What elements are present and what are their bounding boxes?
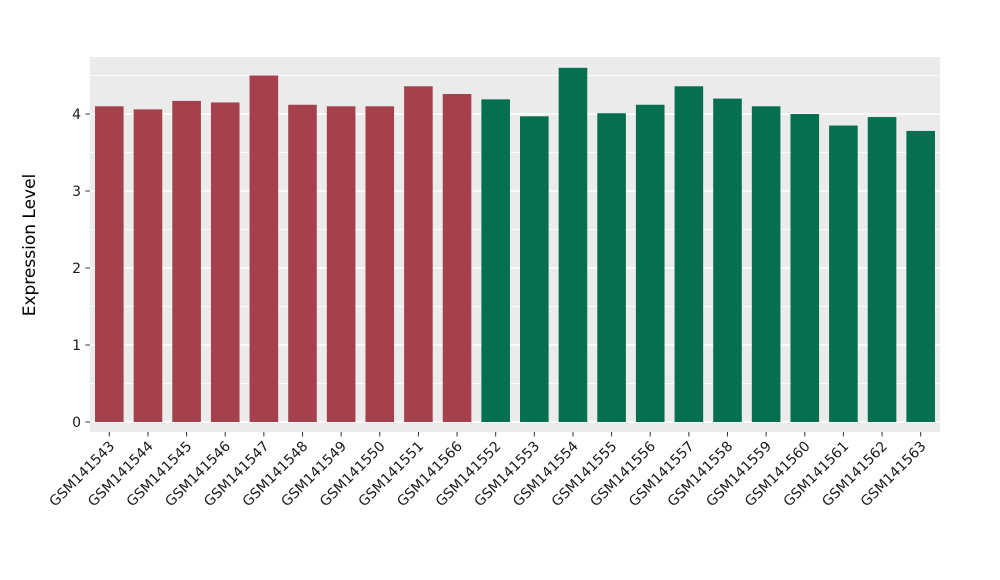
bar-GSM141550 [365, 106, 395, 423]
bar-GSM141566 [442, 93, 472, 422]
bar-GSM141545 [172, 100, 201, 422]
bar-GSM141543 [95, 106, 124, 423]
bar-GSM141557 [674, 86, 704, 422]
y-tick-label: 0 [72, 415, 81, 431]
bar-GSM141551 [404, 86, 433, 422]
y-tick-label: 1 [72, 338, 81, 354]
bar-GSM141562 [867, 117, 897, 422]
y-tick-label: 4 [72, 107, 81, 123]
bar-GSM141552 [481, 99, 510, 423]
x-tick-label: GSM141543 [47, 439, 119, 511]
bar-GSM141546 [210, 102, 240, 422]
bar-GSM141544 [133, 109, 163, 422]
bar-GSM141554 [558, 67, 588, 423]
y-tick-label: 3 [72, 184, 81, 200]
bar-GSM141561 [829, 125, 858, 423]
bar-GSM141547 [249, 75, 279, 422]
bar-GSM141549 [326, 106, 356, 423]
y-axis-title: Expression Level [20, 173, 40, 317]
bar-GSM141563 [906, 130, 935, 422]
bar-GSM141558 [713, 98, 742, 422]
bar-GSM141559 [751, 106, 781, 423]
y-tick-label: 2 [72, 261, 81, 277]
bar-GSM141548 [288, 104, 317, 422]
bar-GSM141556 [635, 104, 665, 422]
bar-GSM141553 [520, 116, 549, 422]
bar-GSM141555 [597, 113, 626, 422]
bar-GSM141560 [790, 114, 820, 422]
